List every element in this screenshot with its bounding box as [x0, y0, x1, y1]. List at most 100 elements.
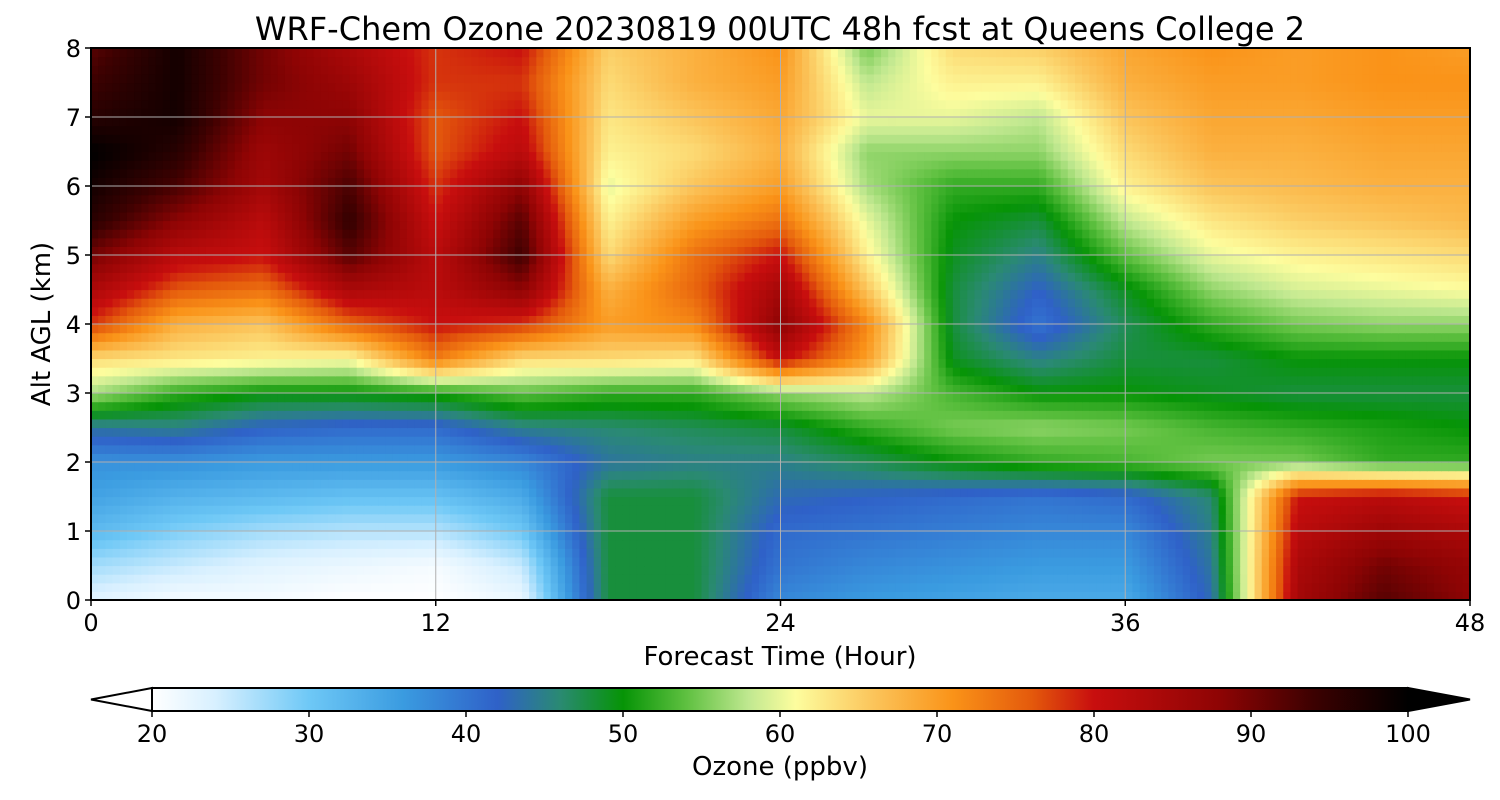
heatmap-cell — [1132, 375, 1141, 385]
heatmap-cell — [1031, 453, 1040, 463]
heatmap-cell — [751, 418, 760, 429]
heatmap-cell — [960, 393, 968, 403]
heatmap-cell — [500, 522, 509, 532]
heatmap-cell — [924, 556, 932, 567]
heatmap-cell — [701, 462, 710, 472]
heatmap-cell — [909, 496, 918, 506]
heatmap-cell — [342, 505, 351, 515]
heatmap-cell — [852, 375, 861, 385]
heatmap-cell — [299, 375, 308, 385]
heatmap-cell — [1031, 505, 1040, 515]
heatmap-cell — [931, 591, 940, 600]
heatmap-cell — [471, 453, 480, 463]
heatmap-cell — [960, 427, 968, 437]
heatmap-cell — [981, 548, 990, 558]
heatmap-cell — [723, 470, 731, 480]
heatmap-cell — [981, 505, 990, 515]
heatmap-cell — [148, 462, 157, 472]
heatmap-cell — [1362, 548, 1371, 558]
heatmap-cell — [378, 384, 387, 394]
heatmap-cell — [249, 487, 257, 498]
heatmap-cell — [1326, 487, 1335, 498]
heatmap-cell — [1182, 591, 1191, 600]
heatmap-cell — [1333, 522, 1342, 532]
heatmap-cell — [866, 427, 875, 437]
heatmap-cell — [421, 479, 430, 489]
heatmap-cell — [184, 410, 193, 420]
heatmap-cell — [1096, 539, 1105, 549]
heatmap-cell — [1319, 401, 1327, 411]
heatmap-cell — [995, 384, 1004, 394]
heatmap-cell — [500, 410, 509, 420]
heatmap-cell — [1283, 496, 1292, 506]
heatmap-cell — [823, 427, 832, 437]
heatmap-cell — [493, 513, 501, 523]
heatmap-cell — [644, 436, 652, 446]
heatmap-cell — [320, 496, 329, 506]
heatmap-cell — [141, 479, 150, 489]
heatmap-cell — [565, 513, 573, 523]
heatmap-cell — [866, 436, 875, 446]
heatmap-cell — [586, 582, 595, 592]
heatmap-cell — [191, 565, 200, 575]
heatmap-cell — [270, 375, 279, 385]
heatmap-cell — [328, 496, 336, 506]
heatmap-cell — [198, 401, 207, 411]
heatmap-cell — [988, 548, 997, 558]
heatmap-cell — [1053, 582, 1062, 592]
heatmap-cell — [557, 410, 566, 420]
heatmap-cell — [888, 453, 897, 463]
heatmap-cell — [873, 548, 882, 558]
heatmap-cell — [809, 401, 818, 411]
heatmap-cell — [845, 591, 853, 600]
heatmap-cell — [1031, 513, 1040, 523]
heatmap-cell — [1218, 548, 1227, 558]
heatmap-cell — [464, 479, 473, 489]
heatmap-cell — [478, 453, 487, 463]
heatmap-cell — [809, 548, 818, 558]
heatmap-cell — [105, 462, 114, 472]
heatmap-cell — [1168, 384, 1177, 394]
heatmap-cell — [421, 418, 430, 429]
heatmap-cell — [1347, 548, 1356, 558]
heatmap-cell — [1067, 496, 1076, 506]
heatmap-cell — [708, 410, 717, 420]
heatmap-cell — [342, 384, 351, 394]
heatmap-cell — [471, 418, 480, 429]
heatmap-cell — [1441, 531, 1450, 541]
heatmap-cell — [213, 522, 221, 532]
heatmap-cell — [486, 531, 494, 541]
heatmap-cell — [450, 393, 458, 403]
heatmap-cell — [1211, 513, 1220, 523]
heatmap-cell — [1462, 531, 1470, 541]
heatmap-cell — [593, 410, 602, 420]
heatmap-cell — [1254, 487, 1263, 498]
heatmap-cell — [1232, 401, 1241, 411]
heatmap-cell — [241, 582, 250, 592]
heatmap-cell — [1247, 410, 1256, 420]
heatmap-cell — [320, 513, 329, 523]
heatmap-cell — [1247, 462, 1256, 472]
heatmap-cell — [464, 410, 473, 420]
heatmap-cell — [895, 582, 904, 592]
heatmap-cell — [529, 505, 537, 515]
heatmap-cell — [859, 496, 868, 506]
heatmap-cell — [227, 462, 236, 472]
heatmap-cell — [363, 427, 372, 437]
heatmap-cell — [1125, 531, 1134, 541]
heatmap-cell — [220, 393, 229, 403]
heatmap-cell — [134, 453, 142, 463]
heatmap-cell — [227, 531, 236, 541]
heatmap-cell — [414, 582, 422, 592]
heatmap-cell — [234, 418, 243, 429]
heatmap-cell — [945, 384, 954, 394]
heatmap-cell — [155, 548, 164, 558]
heatmap-cell — [837, 487, 846, 498]
heatmap-cell — [385, 505, 394, 515]
heatmap-cell — [572, 393, 580, 403]
heatmap-cell — [529, 531, 537, 541]
heatmap-cell — [823, 496, 832, 506]
heatmap-cell — [342, 591, 351, 600]
heatmap-cell — [1462, 505, 1470, 515]
heatmap-cell — [651, 487, 659, 498]
